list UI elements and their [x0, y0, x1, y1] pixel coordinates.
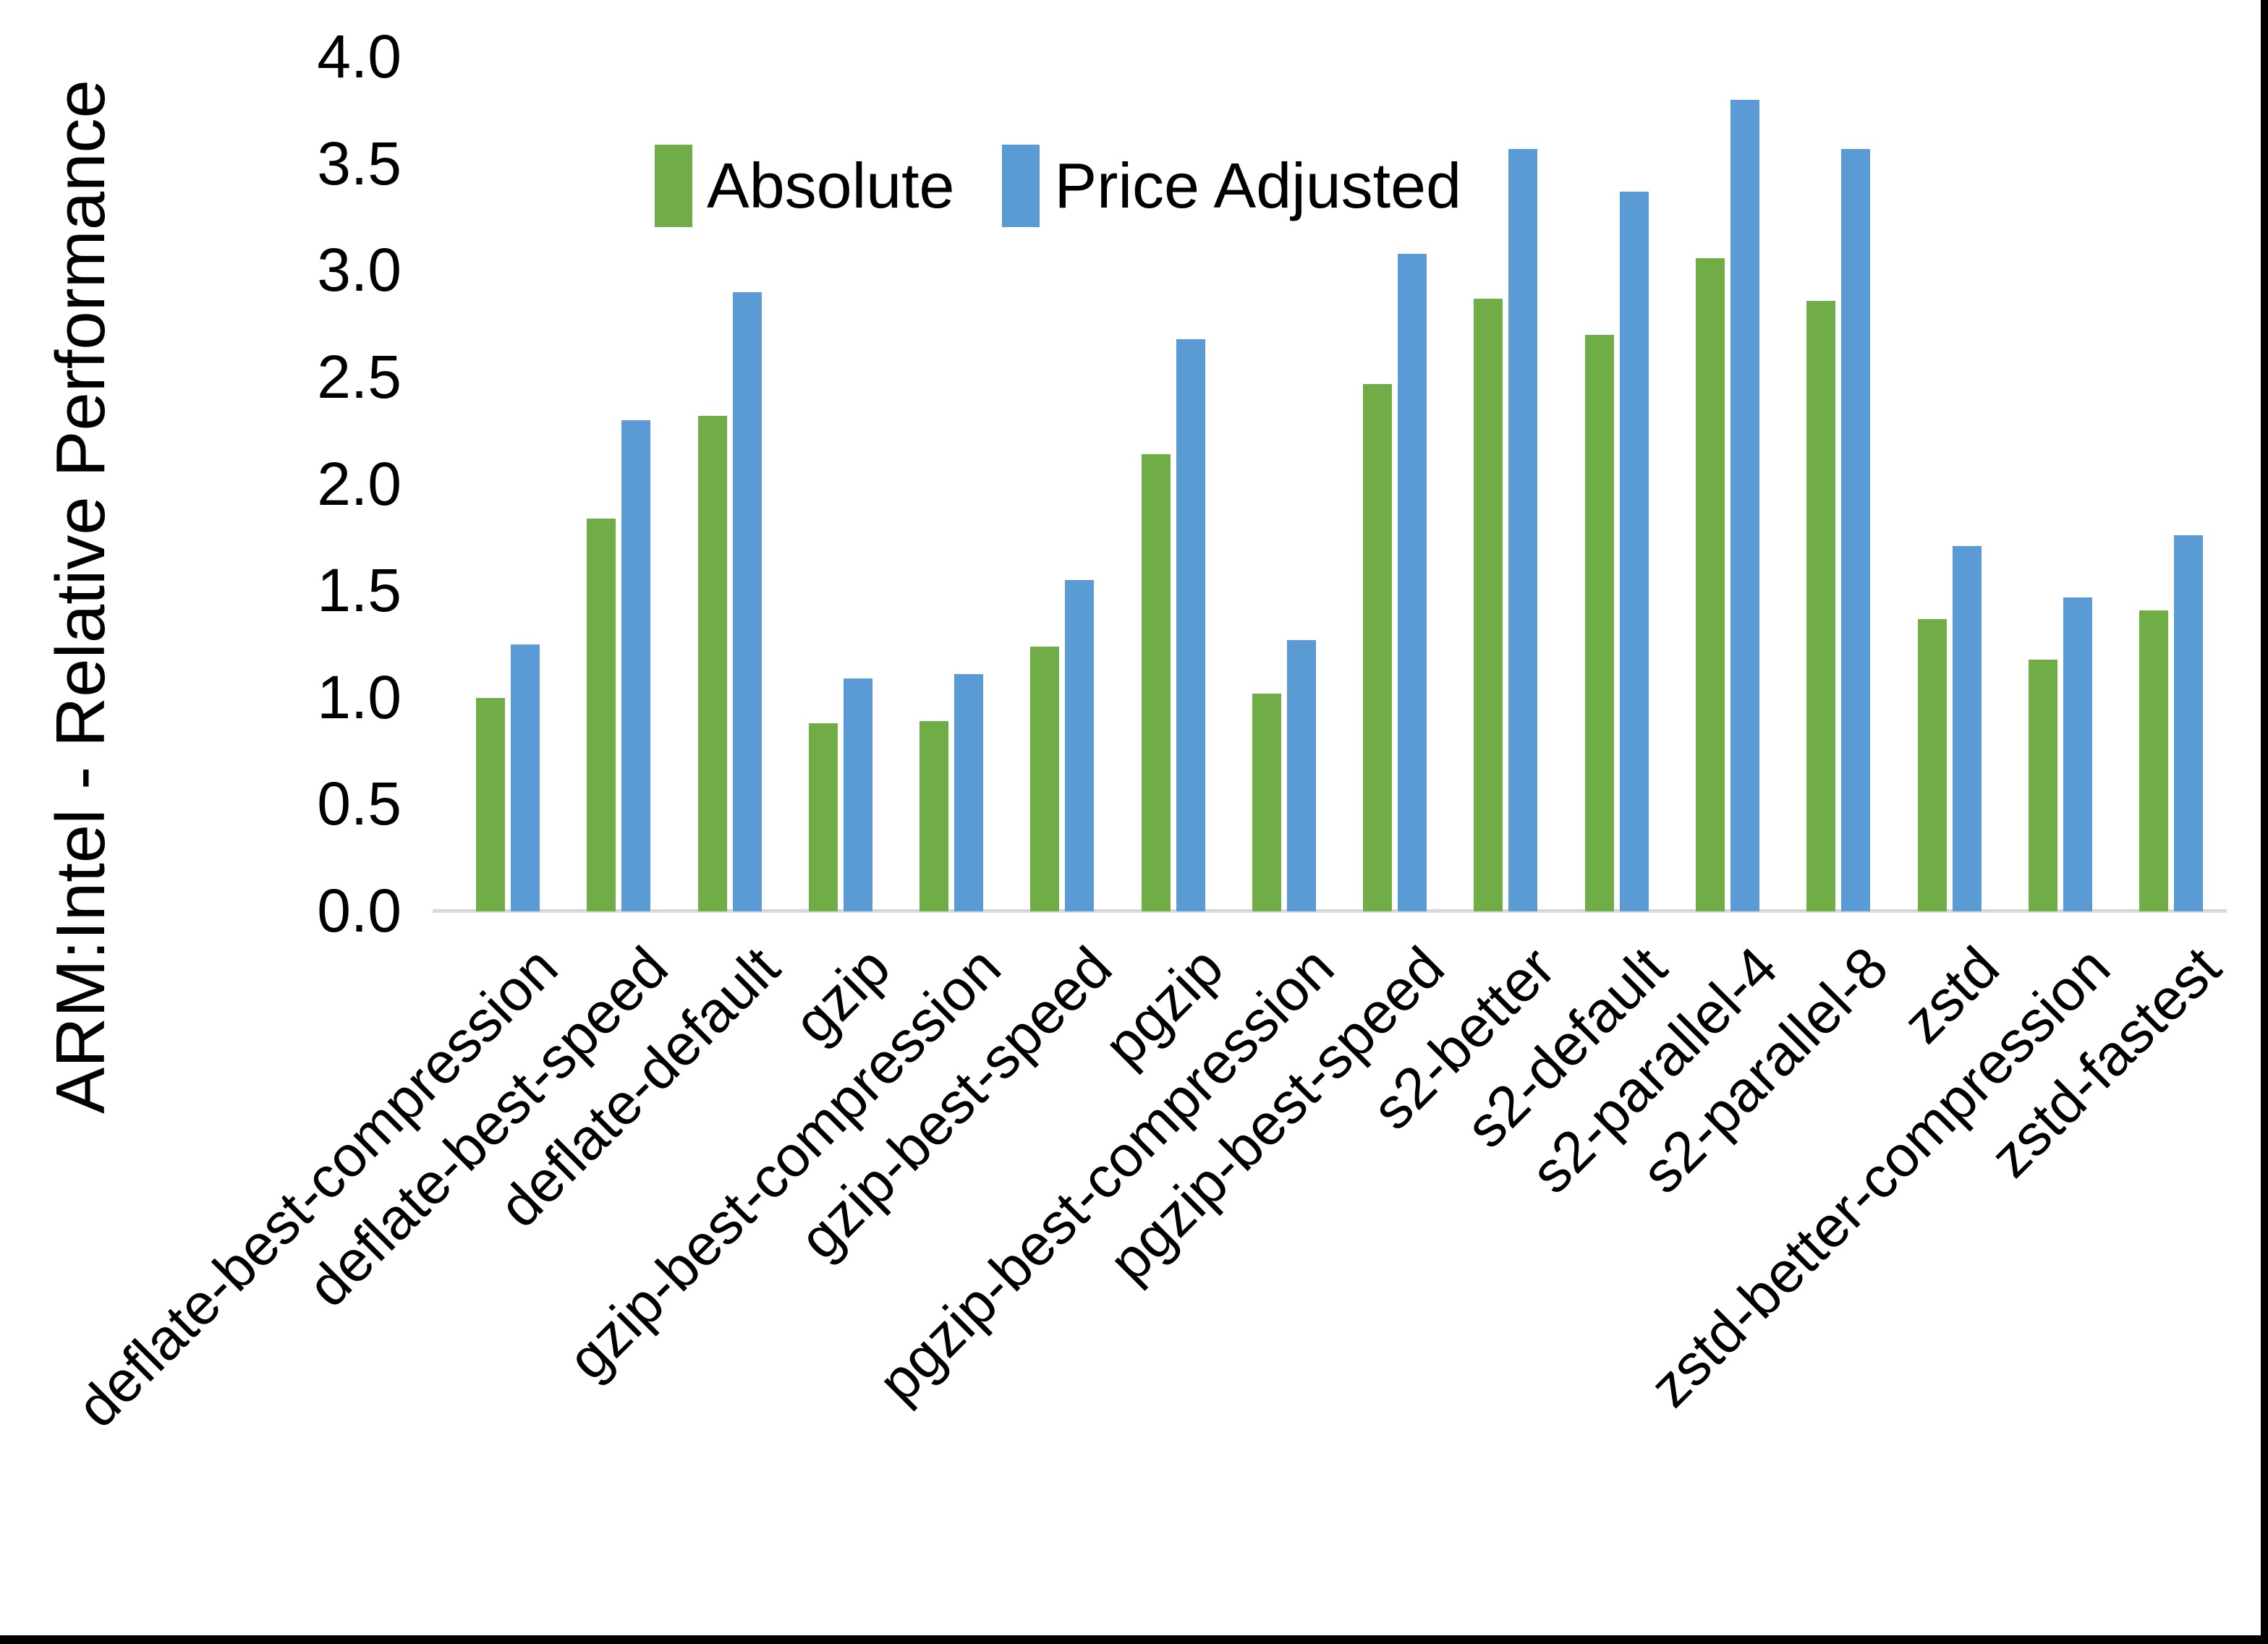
bar-price-adjusted-deflate-best-speed	[621, 420, 650, 911]
bar-absolute-gzip-best-speed	[1030, 647, 1059, 911]
bar-price-adjusted-zstd	[1953, 546, 1982, 911]
bar-price-adjusted-pgzip	[1176, 339, 1205, 911]
bar-absolute-deflate-best-compression	[476, 698, 505, 911]
legend-swatch-absolute	[655, 145, 692, 227]
y-tick-label-4.0: 4.0	[317, 22, 402, 90]
bar-absolute-gzip	[809, 723, 838, 911]
screenshot-right-border	[2261, 0, 2268, 1644]
bar-absolute-s2-better	[1474, 299, 1503, 911]
bar-absolute-pgzip-best-speed	[1363, 384, 1392, 911]
legend: Absolute Price Adjusted	[655, 145, 1461, 227]
legend-item-price-adjusted: Price Adjusted	[1002, 145, 1461, 227]
y-tick-label-2.0: 2.0	[317, 449, 402, 518]
bar-price-adjusted-s2-default	[1620, 192, 1649, 911]
bar-absolute-zstd	[1918, 619, 1947, 911]
bar-price-adjusted-s2-parallel-4	[1730, 100, 1759, 911]
bar-price-adjusted-zstd-fastest	[2174, 535, 2203, 911]
bar-price-adjusted-gzip-best-speed	[1065, 580, 1094, 911]
legend-label-absolute: Absolute	[707, 150, 955, 221]
y-axis-title: ARM:Intel - Relative Performance	[42, 80, 119, 1114]
bar-absolute-zstd-better-compression	[2029, 660, 2057, 911]
bar-absolute-pgzip	[1142, 454, 1171, 911]
legend-item-absolute: Absolute	[655, 145, 954, 227]
bar-price-adjusted-s2-parallel-8	[1841, 149, 1870, 911]
y-tick-label-1.5: 1.5	[317, 556, 402, 625]
bar-absolute-gzip-best-compression	[919, 721, 948, 911]
bar-price-adjusted-gzip	[844, 678, 872, 911]
x-axis-line	[433, 909, 2227, 913]
bar-price-adjusted-s2-better	[1508, 149, 1537, 911]
bar-price-adjusted-deflate-best-compression	[511, 644, 540, 911]
legend-label-price-adjusted: Price Adjusted	[1054, 150, 1462, 221]
bar-absolute-s2-parallel-8	[1806, 301, 1835, 911]
y-tick-label-2.5: 2.5	[317, 342, 402, 411]
y-tick-label-3.5: 3.5	[317, 129, 402, 197]
bar-absolute-pgzip-best-compression	[1252, 694, 1281, 911]
bar-price-adjusted-gzip-best-compression	[954, 674, 983, 911]
y-tick-label-1.0: 1.0	[317, 663, 402, 731]
screenshot-bottom-border	[0, 1635, 2268, 1644]
bar-absolute-s2-default	[1585, 335, 1614, 911]
bar-price-adjusted-pgzip-best-speed	[1398, 254, 1427, 911]
bar-price-adjusted-pgzip-best-compression	[1287, 640, 1316, 911]
bar-price-adjusted-deflate-default	[733, 292, 762, 911]
legend-swatch-price-adjusted	[1002, 145, 1040, 227]
bar-absolute-s2-parallel-4	[1696, 258, 1725, 911]
bar-absolute-deflate-best-speed	[587, 519, 616, 911]
bar-price-adjusted-zstd-better-compression	[2063, 597, 2092, 911]
bar-absolute-zstd-fastest	[2139, 610, 2168, 911]
y-tick-label-0.0: 0.0	[317, 877, 402, 945]
y-tick-label-0.5: 0.5	[317, 770, 402, 838]
y-tick-label-3.0: 3.0	[317, 236, 402, 304]
bar-absolute-deflate-default	[698, 416, 727, 911]
